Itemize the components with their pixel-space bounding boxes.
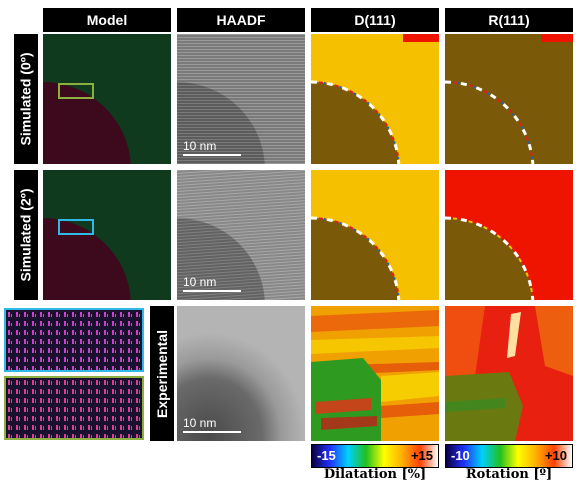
row-label-simulated-0: Simulated (0º) <box>14 34 38 164</box>
colorbar-max-label: +10 <box>544 448 567 463</box>
model-panel-simulated-0 <box>43 34 171 164</box>
scale-bar-label: 10 nm <box>183 139 217 153</box>
row-label-text: Simulated (0º) <box>18 52 34 146</box>
haadf-panel-experimental: 10 nm <box>177 306 305 441</box>
column-header-label: HAADF <box>216 12 266 28</box>
row-label-text: Experimental <box>154 329 170 418</box>
column-header-label: R(111) <box>488 12 530 28</box>
row-label-simulated-2: Simulated (2º) <box>14 170 38 300</box>
colorbar-caption-text: Rotation [º] <box>465 467 553 482</box>
rotation-panel-simulated-2 <box>445 170 573 300</box>
dilatation-colorbar: -15 +15 <box>311 444 439 468</box>
rotation-panel-simulated-0 <box>445 34 573 164</box>
experimental-map-cyan-region <box>4 308 144 372</box>
rotation-panel-experimental <box>445 306 573 441</box>
haadf-panel-simulated-2: 10 nm <box>177 170 305 300</box>
column-header-label: D(111) <box>354 12 396 28</box>
scale-bar: 10 nm <box>183 139 241 156</box>
colorbar-min-label: -10 <box>451 448 470 463</box>
dilatation-panel-simulated-2 <box>311 170 439 300</box>
dilatation-panel-experimental <box>311 306 439 441</box>
column-header-rotation: R(111) <box>445 8 573 32</box>
model-panel-simulated-2 <box>43 170 171 300</box>
scale-bar: 10 nm <box>183 416 241 433</box>
row-label-text: Simulated (2º) <box>18 188 34 282</box>
colorbar-min-label: -15 <box>317 448 336 463</box>
region-box-cyan <box>58 219 94 235</box>
column-header-label: Model <box>86 12 128 28</box>
colorbar-max-label: +15 <box>410 448 433 463</box>
row-label-experimental: Experimental <box>150 306 174 441</box>
scale-bar-label: 10 nm <box>183 416 217 430</box>
column-header-dilatation: D(111) <box>311 8 439 32</box>
rotation-colorbar-caption: Rotation [º] <box>445 467 573 482</box>
rotation-colorbar: -10 +10 <box>445 444 573 468</box>
dilatation-panel-simulated-0 <box>311 34 439 164</box>
column-header-model: Model <box>43 8 171 32</box>
scale-bar-label: 10 nm <box>183 275 217 289</box>
experimental-map-green-region <box>4 376 144 440</box>
colorbar-caption-text: Dilatation [%] <box>323 467 427 482</box>
dilatation-colorbar-caption: Dilatation [%] <box>311 467 439 482</box>
column-header-haadf: HAADF <box>177 8 305 32</box>
haadf-panel-simulated-0: 10 nm <box>177 34 305 164</box>
scale-bar: 10 nm <box>183 275 241 292</box>
region-box-green <box>58 83 94 99</box>
